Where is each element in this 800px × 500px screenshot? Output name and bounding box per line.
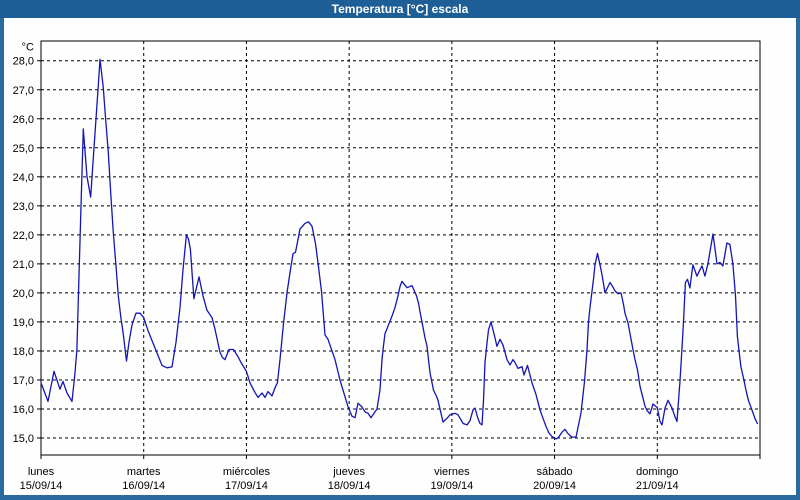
temperature-series-line (40, 58, 759, 440)
x-tick-day-name: sábado (537, 466, 573, 478)
x-tick-day-name: viernes (434, 466, 470, 478)
x-tick-day-name: jueves (332, 466, 365, 478)
y-tick-label: 20,0 (13, 288, 34, 300)
x-tick-day-name: domingo (636, 466, 678, 478)
x-tick-day-name: martes (127, 466, 161, 478)
x-tick-day-name: miércoles (223, 466, 271, 478)
x-tick-day-name: lunes (28, 466, 55, 478)
y-tick-label: 21,0 (13, 259, 34, 271)
x-tick-day-date: 20/09/14 (533, 480, 576, 492)
y-tick-label: 26,0 (13, 114, 34, 126)
x-tick-day-date: 18/09/14 (328, 480, 371, 492)
y-tick-label: 28,0 (13, 56, 34, 68)
plot-border (40, 40, 761, 456)
window-title: Temperatura [°C] escala (331, 2, 469, 16)
y-axis-unit-label: °C (22, 42, 34, 54)
temperature-line-chart: 15,0 16,0 17,0 18,0 19,0 20,0 21,0 22,0 23,0 24,0… (13, 40, 761, 492)
chart-content: 15,0 16,0 17,0 18,0 19,0 20,0 21,0 22,0 23,0 24,0… (4, 18, 796, 495)
y-tick-label: 19,0 (13, 317, 34, 329)
y-tick-label: 23,0 (13, 201, 34, 213)
y-tick-label: 25,0 (13, 143, 34, 155)
x-tick-day-date: 21/09/14 (636, 480, 679, 492)
y-tick-label: 17,0 (13, 375, 34, 387)
window-titlebar: Temperatura [°C] escala (0, 0, 800, 18)
y-tick-label: 16,0 (13, 404, 34, 416)
y-tick-label: 24,0 (13, 172, 34, 184)
x-tick-day-date: 19/09/14 (430, 480, 473, 492)
x-tick-day-date: 15/09/14 (20, 480, 63, 492)
y-tick-label: 27,0 (13, 85, 34, 97)
y-tick-label: 18,0 (13, 346, 34, 358)
x-tick-day-date: 17/09/14 (225, 480, 268, 492)
y-tick-label: 15,0 (13, 433, 34, 445)
x-tick-day-date: 16/09/14 (122, 480, 165, 492)
y-tick-label: 22,0 (13, 230, 34, 242)
